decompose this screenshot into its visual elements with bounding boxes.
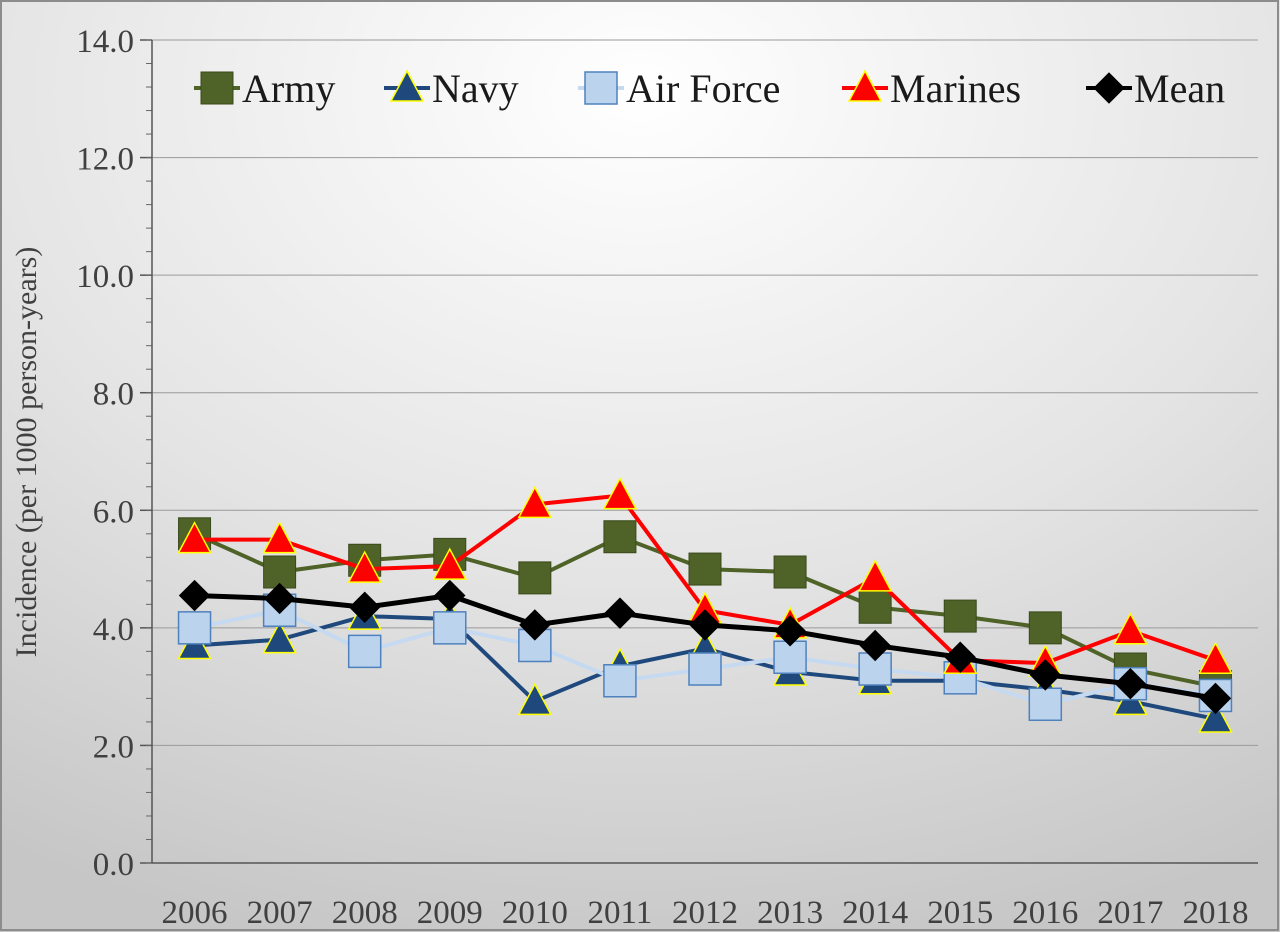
legend-swatch-marker <box>200 71 234 105</box>
data-point-army <box>858 590 892 624</box>
legend-swatch-marker <box>1093 72 1125 104</box>
data-point-navy <box>262 621 297 654</box>
x-tick-label: 2007 <box>247 895 313 931</box>
x-tick-label: 2014 <box>842 895 908 931</box>
series-group <box>177 476 1233 733</box>
y-tick-label: 2.0 <box>93 729 134 765</box>
x-tick-label: 2017 <box>1097 895 1163 931</box>
data-point-marines <box>1113 612 1148 645</box>
y-tick-label: 4.0 <box>93 612 134 648</box>
legend-item-navy: Navy <box>384 66 519 111</box>
x-tick-label: 2009 <box>417 895 483 931</box>
data-point-mean <box>1114 667 1147 700</box>
legend-label: Marines <box>890 66 1021 111</box>
gridlines <box>152 39 1258 746</box>
data-point-mean <box>944 641 976 673</box>
data-point-army <box>518 561 552 595</box>
x-tick-label: 2011 <box>588 895 653 931</box>
y-axis-label: Incidence (per 1000 person-years) <box>10 247 43 658</box>
data-point-army <box>688 552 722 586</box>
legend-label: Army <box>242 66 335 111</box>
series-air-force <box>177 593 1233 722</box>
legend-swatch-marker <box>847 69 883 102</box>
legend-item-air-force: Air Force <box>578 66 780 111</box>
data-point-mean <box>859 629 891 662</box>
data-point-marines <box>517 485 553 519</box>
data-point-air-force <box>773 640 807 674</box>
legend-swatch-marker <box>584 71 618 105</box>
data-point-mean <box>434 579 466 612</box>
data-point-marines <box>602 476 638 510</box>
data-point-army <box>773 555 807 589</box>
data-point-marines <box>347 550 382 583</box>
legend-item-marines: Marines <box>842 66 1021 111</box>
data-point-army <box>603 520 637 554</box>
data-point-army <box>943 599 977 633</box>
data-point-mean <box>263 582 296 615</box>
data-point-marines <box>1198 641 1233 674</box>
legend-item-army: Army <box>194 66 335 111</box>
y-tick-label: 14.0 <box>76 24 134 60</box>
data-point-mean <box>519 609 551 641</box>
data-point-air-force <box>603 664 637 698</box>
x-tick-label: 2010 <box>502 895 568 931</box>
data-point-mean <box>1199 682 1232 715</box>
x-tick-label: 2013 <box>757 895 823 931</box>
data-point-navy <box>1198 700 1233 733</box>
data-point-air-force <box>347 634 382 669</box>
legend-item-mean: Mean <box>1086 66 1225 111</box>
x-tick-label: 2012 <box>672 895 738 931</box>
x-tick-label: 2008 <box>332 895 398 931</box>
y-tick-label: 10.0 <box>76 259 134 295</box>
x-tick-label: 2015 <box>927 895 993 931</box>
data-point-mean <box>1029 659 1062 691</box>
data-point-air-force <box>177 611 212 645</box>
data-point-air-force <box>688 652 722 686</box>
data-point-air-force <box>1028 687 1063 722</box>
axes: 0.0 2.0 4.0 6.0 8.0 10.0 12.0 14.0 2006 2007 2008 2… <box>76 24 1258 931</box>
x-tick-label: 2016 <box>1012 895 1078 931</box>
legend-label: Navy <box>432 66 519 111</box>
series-mean <box>178 579 1232 715</box>
x-tick-label: 2018 <box>1182 895 1248 931</box>
data-point-army <box>1028 611 1062 645</box>
data-point-marines <box>857 559 893 592</box>
legend-swatch-marker <box>389 69 425 102</box>
legend-label: Air Force <box>626 66 780 111</box>
legend: Army Navy Air Force Marines Mean <box>194 66 1225 111</box>
data-point-marines <box>432 547 468 580</box>
data-point-mean <box>689 609 721 641</box>
data-point-mean <box>178 579 211 612</box>
data-point-mean <box>348 591 381 623</box>
x-tick-label: 2006 <box>162 895 228 931</box>
legend-label: Mean <box>1134 66 1225 111</box>
data-point-marines <box>177 521 212 554</box>
data-point-air-force <box>518 628 552 663</box>
y-tick-label: 12.0 <box>76 142 134 178</box>
data-point-mean <box>604 597 636 629</box>
data-point-navy <box>517 682 553 716</box>
data-point-marines <box>262 521 297 554</box>
data-point-mean <box>774 615 806 647</box>
y-tick-label: 6.0 <box>93 494 134 530</box>
y-tick-label: 8.0 <box>93 377 134 413</box>
data-point-air-force <box>433 611 467 645</box>
y-tick-label: 0.0 <box>93 847 134 883</box>
